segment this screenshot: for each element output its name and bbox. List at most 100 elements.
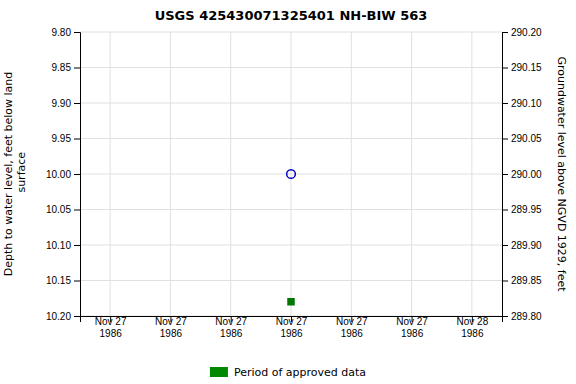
tick-label: 10.10 (46, 240, 71, 251)
tick-mark (74, 103, 80, 104)
tick: 10.20 (46, 311, 80, 322)
tick-label: 289.95 (511, 204, 542, 215)
marks (287, 170, 296, 305)
tick: Nov 271986 (336, 316, 368, 339)
tick-mark (74, 32, 80, 33)
tick-label: Nov 271986 (155, 316, 187, 339)
tick: 290.05 (502, 133, 542, 144)
tick-label-line: Nov 27 (155, 316, 187, 327)
tick-label: 10.05 (46, 204, 71, 215)
legend: Period of approved data (210, 366, 366, 379)
tick-label: Nov 271986 (396, 316, 428, 339)
tick-label-line: Nov 27 (95, 316, 127, 327)
tick: Nov 271986 (215, 316, 247, 339)
axis-line (503, 33, 509, 317)
tick: Nov 271986 (95, 316, 127, 339)
grid-line (110, 32, 111, 316)
title: USGS 425430071325401 NH-BIW 563 (155, 8, 428, 23)
tick-label-line: 1986 (461, 328, 484, 339)
tick: 10.00 (46, 169, 80, 180)
tick: 290.10 (502, 98, 542, 109)
tick-label-line: 1986 (401, 328, 424, 339)
tick-label-line: 1986 (100, 328, 123, 339)
tick: 9.90 (52, 98, 80, 109)
tick: Nov 271986 (155, 316, 187, 339)
grid-line (411, 32, 412, 316)
tick-label: 290.05 (511, 133, 542, 144)
tick-mark (74, 245, 80, 246)
tick: 289.90 (502, 240, 542, 251)
tick-label: Nov 281986 (457, 316, 489, 339)
tick-mark (502, 174, 508, 175)
tick-label: 9.90 (52, 98, 72, 109)
tick-label: Nov 271986 (95, 316, 127, 339)
point (288, 299, 294, 305)
grid-line (170, 32, 171, 316)
tick: 290.00 (502, 169, 542, 180)
tick: 290.15 (502, 62, 542, 73)
tick-label: Nov 271986 (276, 316, 308, 339)
tick-label: 9.80 (52, 27, 72, 38)
tick-label: 290.10 (511, 98, 542, 109)
tick-label-line: Nov 27 (336, 316, 368, 327)
tick: 9.95 (52, 133, 80, 144)
tick-label: 10.15 (46, 275, 71, 286)
grid (80, 32, 502, 316)
tick-mark (502, 139, 508, 140)
tick: 10.15 (46, 275, 80, 286)
grid-line (291, 32, 292, 316)
axis-title: Depth to water level, feet below land su… (2, 72, 28, 277)
tick: 9.85 (52, 62, 80, 73)
plot-area: 9.80 9.85 9.90 9.95 10.00 10.05 10.10 10.15 10.2… (2, 27, 568, 339)
tick: 10.05 (46, 204, 80, 215)
tick-label-line: Nov 27 (396, 316, 428, 327)
tick: 9.80 (52, 27, 80, 38)
tick-label: 10.20 (46, 311, 71, 322)
grid-line (471, 32, 472, 316)
tick-label-line: 1986 (280, 328, 303, 339)
tick-mark (74, 174, 80, 175)
tick-label: 290.00 (511, 169, 542, 180)
point (287, 170, 296, 179)
tick: Nov 281986 (457, 316, 489, 339)
tick: Nov 271986 (396, 316, 428, 339)
grid-line (230, 32, 231, 316)
tick: 289.95 (502, 204, 542, 215)
tick-label: 9.95 (52, 133, 72, 144)
tick-label-line: 1986 (160, 328, 183, 339)
tick-label: 290.15 (511, 62, 542, 73)
tick: 290.20 (502, 27, 542, 38)
tick: Nov 271986 (276, 316, 308, 339)
tick-mark (74, 68, 80, 69)
tick-mark (74, 139, 80, 140)
chart: 9.80 9.85 9.90 9.95 10.00 10.05 10.10 10.15 10.2… (0, 0, 576, 384)
tick-label: 289.85 (511, 275, 542, 286)
legend-swatch (210, 367, 228, 377)
tick-label: 290.20 (511, 27, 542, 38)
tick-mark (74, 210, 80, 211)
tick-label: 289.90 (511, 240, 542, 251)
tick-label: 289.80 (511, 311, 542, 322)
legend-label: Period of approved data (234, 366, 366, 379)
tick: 10.10 (46, 240, 80, 251)
tick-label: 10.00 (46, 169, 71, 180)
axis-title-line: Groundwater level above NGVD 1929, feet (555, 56, 568, 292)
grid-line (351, 32, 352, 316)
tick-mark (502, 281, 508, 282)
legend-item: Period of approved data (210, 366, 366, 379)
tick-mark (74, 281, 80, 282)
tick-label: 9.85 (52, 62, 72, 73)
tick: 289.85 (502, 275, 542, 286)
tick-label-line: Nov 28 (457, 316, 489, 327)
tick-label-line: Nov 27 (276, 316, 308, 327)
axis-title-line: Depth to water level, feet below land (2, 72, 15, 277)
tick-label: Nov 271986 (336, 316, 368, 339)
tick-mark (502, 68, 508, 69)
tick-mark (502, 32, 508, 33)
tick-mark (502, 245, 508, 246)
tick-label: Nov 271986 (215, 316, 247, 339)
axis-title-line: surface (15, 152, 28, 196)
tick: 289.80 (502, 311, 542, 322)
axis-title: Groundwater level above NGVD 1929, feet (555, 56, 568, 292)
tick-label-line: 1986 (220, 328, 243, 339)
